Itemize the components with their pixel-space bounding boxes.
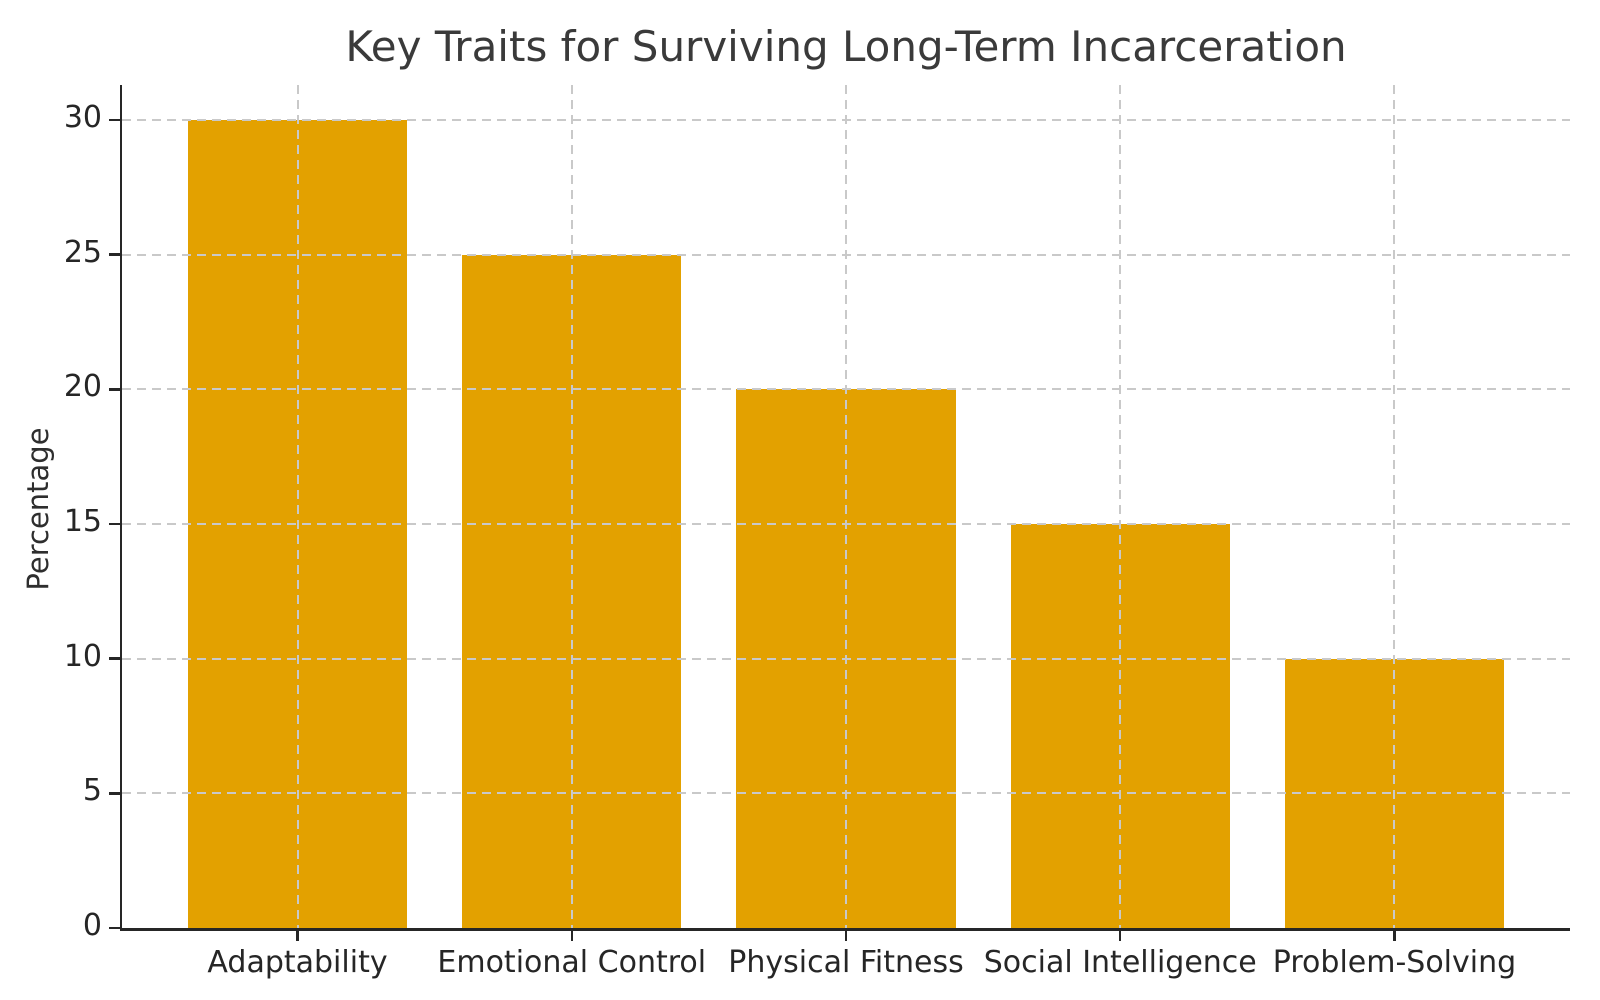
gridline-v xyxy=(296,85,299,928)
y-tick-mark xyxy=(109,792,120,795)
x-tick-label: Physical Fitness xyxy=(728,945,964,980)
y-tick-label: 25 xyxy=(63,234,102,270)
x-tick-label: Emotional Control xyxy=(437,945,707,980)
x-tick-mark xyxy=(844,930,848,941)
x-tick-label: Adaptability xyxy=(207,945,388,980)
x-tick-label: Social Intelligence xyxy=(983,945,1257,980)
y-tick-mark xyxy=(109,926,120,930)
y-tick-mark xyxy=(109,253,120,256)
chart-title: Key Traits for Surviving Long-Term Incar… xyxy=(345,22,1347,71)
y-tick-label: 10 xyxy=(63,638,102,674)
y-tick-label: 0 xyxy=(82,908,102,943)
x-tick-mark xyxy=(1393,930,1396,941)
left-spine xyxy=(119,85,122,931)
y-tick-mark xyxy=(109,657,120,660)
gridline-v xyxy=(1393,85,1396,928)
y-tick-label: 15 xyxy=(63,504,102,539)
y-tick-mark xyxy=(109,388,120,391)
y-tick-label: 30 xyxy=(63,100,102,135)
gridline-v xyxy=(845,85,847,928)
x-tick-mark xyxy=(570,930,573,941)
x-tick-mark xyxy=(296,930,299,941)
y-tick-mark xyxy=(109,118,120,122)
x-tick-mark xyxy=(1118,930,1122,941)
y-tick-label: 5 xyxy=(82,773,102,809)
y-tick-mark xyxy=(109,522,120,526)
gridline-v xyxy=(1119,85,1122,928)
x-tick-label: Problem-Solving xyxy=(1272,945,1517,980)
y-tick-label: 20 xyxy=(63,369,102,405)
gridline-v xyxy=(570,85,573,928)
bottom-spine xyxy=(119,928,1570,931)
